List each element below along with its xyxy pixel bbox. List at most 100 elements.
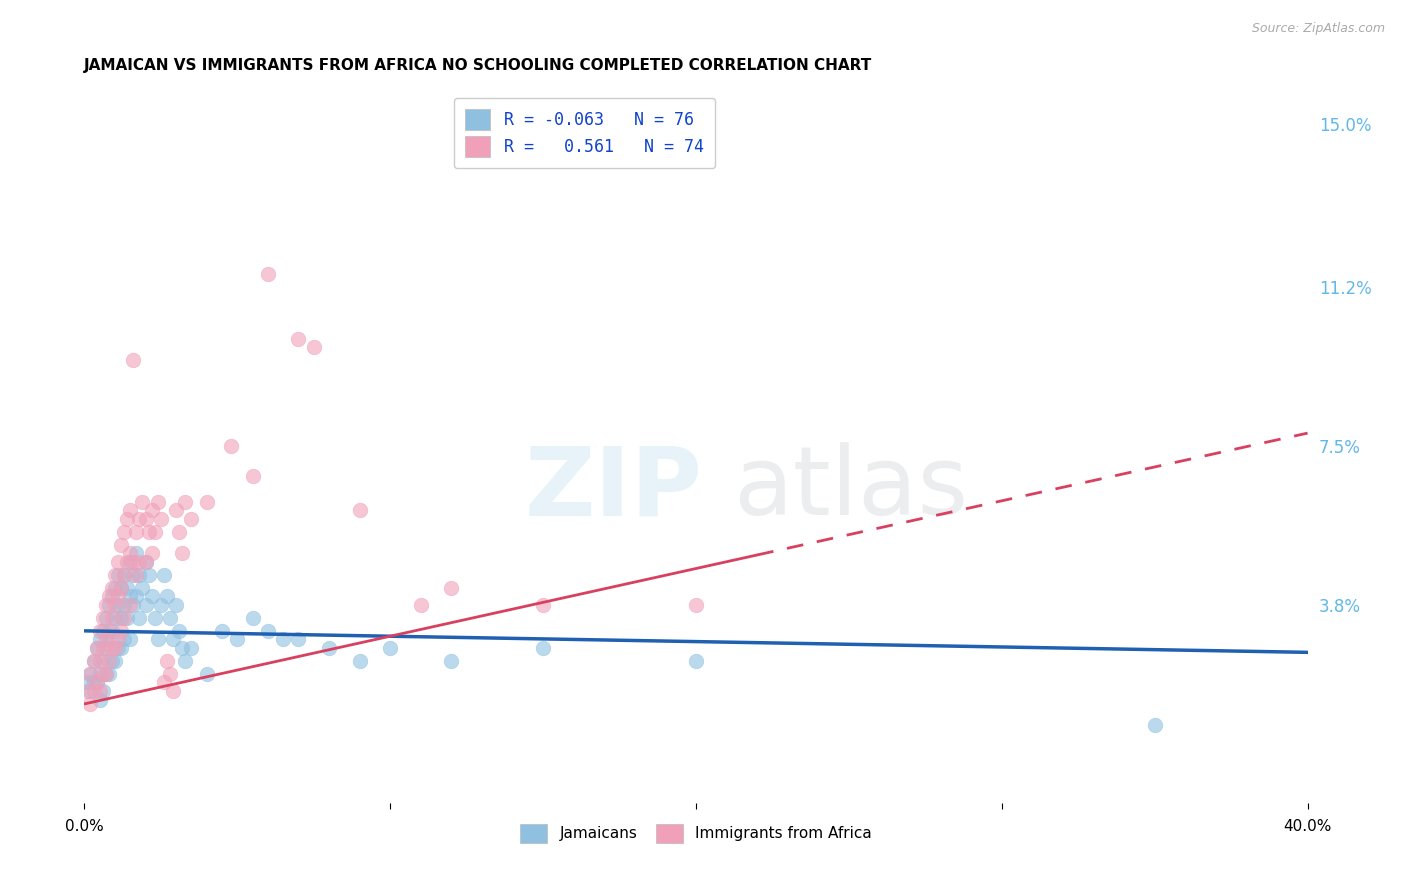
Point bbox=[89, 624, 111, 638]
Point bbox=[94, 641, 117, 656]
Point bbox=[226, 632, 249, 647]
Point bbox=[94, 666, 117, 681]
Point bbox=[122, 568, 145, 582]
Point bbox=[135, 555, 157, 569]
Point bbox=[101, 581, 124, 595]
Point bbox=[159, 666, 181, 681]
Point bbox=[115, 512, 138, 526]
Point bbox=[1143, 718, 1166, 732]
Point bbox=[89, 692, 111, 706]
Point bbox=[112, 632, 135, 647]
Point bbox=[135, 512, 157, 526]
Point bbox=[349, 503, 371, 517]
Point bbox=[409, 598, 432, 612]
Point bbox=[76, 684, 98, 698]
Point bbox=[128, 512, 150, 526]
Point bbox=[180, 512, 202, 526]
Point bbox=[101, 590, 124, 604]
Point bbox=[156, 654, 179, 668]
Point bbox=[120, 546, 142, 560]
Point bbox=[531, 598, 554, 612]
Point bbox=[159, 611, 181, 625]
Point bbox=[257, 267, 280, 281]
Point bbox=[83, 675, 105, 690]
Point bbox=[91, 641, 114, 656]
Point bbox=[211, 624, 233, 638]
Point bbox=[162, 632, 184, 647]
Point bbox=[122, 353, 145, 368]
Point bbox=[143, 524, 166, 539]
Point bbox=[165, 598, 187, 612]
Point bbox=[79, 697, 101, 711]
Point bbox=[125, 568, 148, 582]
Point bbox=[97, 632, 120, 647]
Point bbox=[79, 684, 101, 698]
Point bbox=[91, 666, 114, 681]
Point bbox=[91, 624, 114, 638]
Point bbox=[135, 598, 157, 612]
Point bbox=[135, 555, 157, 569]
Point bbox=[97, 598, 120, 612]
Point bbox=[112, 524, 135, 539]
Point bbox=[115, 581, 138, 595]
Point bbox=[287, 332, 309, 346]
Point bbox=[115, 555, 138, 569]
Point bbox=[172, 546, 194, 560]
Point bbox=[257, 624, 280, 638]
Point bbox=[125, 524, 148, 539]
Point bbox=[128, 611, 150, 625]
Point bbox=[146, 632, 169, 647]
Point bbox=[104, 581, 127, 595]
Point bbox=[318, 641, 340, 656]
Point bbox=[131, 581, 153, 595]
Legend: Jamaicans, Immigrants from Africa: Jamaicans, Immigrants from Africa bbox=[513, 818, 879, 848]
Point bbox=[79, 666, 101, 681]
Text: JAMAICAN VS IMMIGRANTS FROM AFRICA NO SCHOOLING COMPLETED CORRELATION CHART: JAMAICAN VS IMMIGRANTS FROM AFRICA NO SC… bbox=[84, 58, 873, 73]
Point bbox=[120, 590, 142, 604]
Point bbox=[138, 524, 160, 539]
Point bbox=[174, 654, 197, 668]
Point bbox=[101, 624, 124, 638]
Point bbox=[149, 598, 172, 612]
Point bbox=[97, 654, 120, 668]
Point bbox=[380, 641, 402, 656]
Point bbox=[125, 546, 148, 560]
Point bbox=[91, 611, 114, 625]
Point bbox=[104, 654, 127, 668]
Point bbox=[219, 439, 242, 453]
Point bbox=[107, 555, 129, 569]
Point bbox=[138, 568, 160, 582]
Point bbox=[91, 684, 114, 698]
Point bbox=[153, 568, 176, 582]
Point bbox=[685, 654, 707, 668]
Point bbox=[120, 598, 142, 612]
Point bbox=[156, 590, 179, 604]
Point bbox=[112, 568, 135, 582]
Text: ZIP: ZIP bbox=[524, 442, 703, 535]
Point bbox=[101, 641, 124, 656]
Point bbox=[349, 654, 371, 668]
Point bbox=[104, 568, 127, 582]
Point bbox=[83, 684, 105, 698]
Point bbox=[110, 581, 132, 595]
Text: atlas: atlas bbox=[733, 442, 967, 535]
Point bbox=[110, 538, 132, 552]
Point bbox=[128, 568, 150, 582]
Point bbox=[107, 598, 129, 612]
Point bbox=[195, 495, 218, 509]
Point bbox=[86, 641, 108, 656]
Point bbox=[110, 611, 132, 625]
Point bbox=[112, 611, 135, 625]
Point bbox=[110, 641, 132, 656]
Point bbox=[107, 632, 129, 647]
Point bbox=[162, 684, 184, 698]
Point bbox=[104, 611, 127, 625]
Point bbox=[153, 675, 176, 690]
Point bbox=[167, 624, 190, 638]
Point bbox=[97, 624, 120, 638]
Point bbox=[120, 632, 142, 647]
Point bbox=[271, 632, 294, 647]
Point bbox=[143, 611, 166, 625]
Point bbox=[120, 503, 142, 517]
Point bbox=[112, 568, 135, 582]
